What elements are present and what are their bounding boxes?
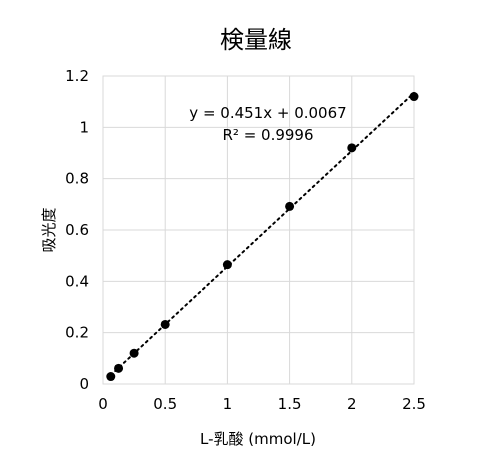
data-point xyxy=(285,201,295,211)
x-tick-label: 2.5 xyxy=(402,395,426,413)
x-tick-label: 0.5 xyxy=(153,395,177,413)
data-point xyxy=(409,92,419,102)
x-tick-label: 0 xyxy=(98,395,108,413)
plot-area-border xyxy=(102,75,415,385)
y-axis-label: 吸光度 xyxy=(40,207,58,252)
data-point xyxy=(106,372,116,382)
data-point xyxy=(222,260,232,270)
y-tick-label: 0 xyxy=(79,375,89,393)
x-tick-label: 1 xyxy=(223,395,233,413)
y-tick-label: 1 xyxy=(79,118,89,136)
y-tick-label: 1.2 xyxy=(65,67,89,85)
trendline-equation: y = 0.451x + 0.0067 xyxy=(189,104,346,122)
data-point xyxy=(347,143,357,153)
y-tick-label: 0.6 xyxy=(65,221,89,239)
x-axis-label: L-乳酸 (mmol/L) xyxy=(200,430,316,448)
y-tick-label: 0.2 xyxy=(65,324,89,342)
y-tick-label: 0.4 xyxy=(65,272,89,290)
data-points xyxy=(106,92,419,382)
data-point xyxy=(114,363,124,373)
x-tick-label: 2 xyxy=(347,395,357,413)
y-tick-label: 0.8 xyxy=(65,170,89,188)
x-tick-labels: 0 0.5 1 1.5 2 2.5 xyxy=(98,395,426,413)
data-point xyxy=(129,348,139,358)
data-point xyxy=(160,319,170,329)
x-tick-label: 1.5 xyxy=(278,395,302,413)
chart-title: 検量線 xyxy=(220,26,292,54)
r-squared-label: R² = 0.9996 xyxy=(222,126,313,144)
y-tick-labels: 0 0.2 0.4 0.6 0.8 1 1.2 xyxy=(65,67,89,393)
